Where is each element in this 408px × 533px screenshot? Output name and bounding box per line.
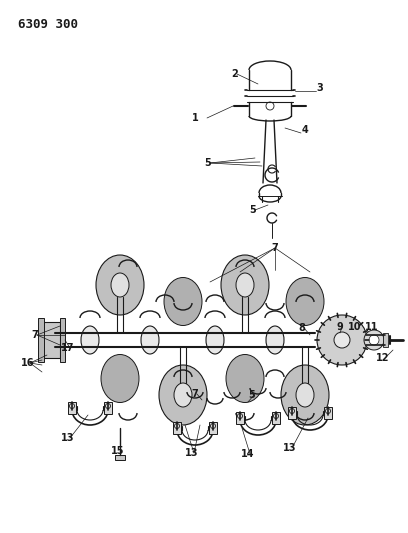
Bar (42, 322, 60, 358)
Circle shape (317, 315, 367, 365)
Ellipse shape (266, 326, 284, 354)
Ellipse shape (221, 255, 269, 315)
Bar (209, 422, 217, 434)
Text: 2: 2 (232, 69, 238, 79)
Bar (324, 407, 332, 419)
Text: 7: 7 (192, 389, 198, 399)
Ellipse shape (174, 383, 192, 407)
Bar (288, 407, 296, 419)
Text: 7: 7 (32, 330, 38, 340)
Circle shape (369, 335, 379, 345)
Text: 9: 9 (337, 322, 344, 332)
Ellipse shape (321, 326, 339, 354)
Bar (236, 412, 244, 424)
Text: 1: 1 (192, 113, 198, 123)
Ellipse shape (159, 365, 207, 425)
Text: 16: 16 (21, 358, 35, 368)
Text: 15: 15 (111, 446, 125, 456)
Text: 6309 300: 6309 300 (18, 18, 78, 31)
Text: 8: 8 (299, 323, 306, 333)
Text: 5: 5 (205, 158, 211, 168)
Text: 12: 12 (376, 353, 390, 363)
Text: 14: 14 (241, 449, 255, 459)
Ellipse shape (206, 326, 224, 354)
Text: 5: 5 (250, 205, 256, 215)
Ellipse shape (81, 326, 99, 354)
Bar (272, 412, 280, 424)
Text: 7: 7 (272, 243, 278, 253)
Bar (173, 422, 181, 434)
Bar (115, 455, 125, 460)
Text: 11: 11 (365, 322, 379, 332)
Text: 13: 13 (283, 443, 297, 453)
Ellipse shape (111, 273, 129, 297)
Bar (60, 318, 65, 362)
Ellipse shape (281, 365, 329, 425)
Circle shape (364, 330, 384, 350)
Ellipse shape (296, 383, 314, 407)
Ellipse shape (141, 326, 159, 354)
Ellipse shape (286, 278, 324, 326)
Ellipse shape (96, 255, 144, 315)
Text: 10: 10 (348, 322, 362, 332)
Text: 3: 3 (317, 83, 324, 93)
Text: 13: 13 (61, 433, 75, 443)
Bar (38, 318, 44, 362)
Ellipse shape (226, 354, 264, 402)
Ellipse shape (101, 354, 139, 402)
Ellipse shape (236, 273, 254, 297)
Bar (68, 402, 76, 414)
Bar (104, 402, 112, 414)
Text: 13: 13 (185, 448, 199, 458)
Text: 17: 17 (61, 343, 75, 353)
Text: 4: 4 (302, 125, 308, 135)
Circle shape (334, 332, 350, 348)
Text: 5: 5 (248, 390, 255, 400)
Ellipse shape (164, 278, 202, 326)
Bar (383, 333, 388, 347)
